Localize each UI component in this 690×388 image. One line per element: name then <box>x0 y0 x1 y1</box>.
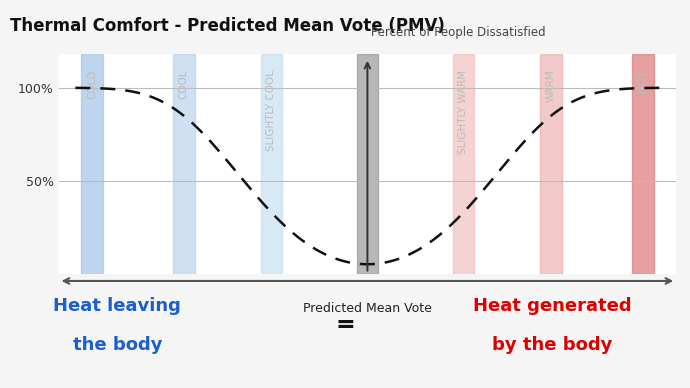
Text: COOL: COOL <box>179 70 189 99</box>
Text: SLIGHTLY COOL: SLIGHTLY COOL <box>266 70 277 151</box>
Text: SLIGHTLY WARM: SLIGHTLY WARM <box>458 70 469 154</box>
Bar <box>540 54 562 274</box>
Text: =: = <box>335 313 355 337</box>
Bar <box>261 54 282 274</box>
Text: Heat leaving: Heat leaving <box>53 296 181 315</box>
Bar <box>453 54 474 274</box>
Bar <box>81 54 103 274</box>
Text: the body: the body <box>72 336 162 353</box>
Text: Percent of People Dissatisfied: Percent of People Dissatisfied <box>371 26 545 39</box>
Text: NEUTRAL: NEUTRAL <box>362 70 373 117</box>
Text: COLD: COLD <box>87 70 97 99</box>
Text: Heat generated: Heat generated <box>473 296 631 315</box>
Bar <box>632 54 653 274</box>
Text: by the body: by the body <box>492 336 612 353</box>
Text: HOT: HOT <box>638 70 648 92</box>
Text: Thermal Comfort - Predicted Mean Vote (PMV): Thermal Comfort - Predicted Mean Vote (P… <box>10 17 445 35</box>
Bar <box>173 54 195 274</box>
Text: Predicted Mean Vote: Predicted Mean Vote <box>303 302 432 315</box>
Text: WARM: WARM <box>546 70 556 102</box>
Bar <box>357 54 378 274</box>
